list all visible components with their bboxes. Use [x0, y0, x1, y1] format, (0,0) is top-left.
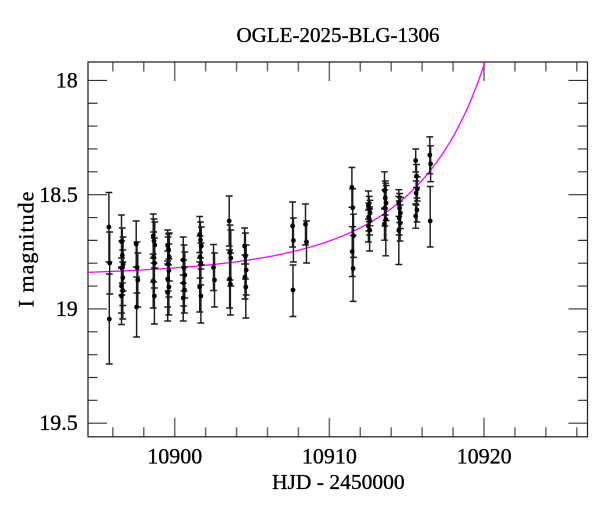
- svg-text:HJD - 2450000: HJD - 2450000: [272, 470, 405, 494]
- svg-text:19: 19: [56, 296, 78, 321]
- svg-text:10920: 10920: [457, 443, 512, 468]
- svg-text:18: 18: [56, 68, 78, 93]
- svg-text:18.5: 18.5: [39, 182, 78, 207]
- svg-text:10900: 10900: [147, 443, 202, 468]
- svg-text:I magnitude: I magnitude: [14, 191, 39, 308]
- svg-text:OGLE-2025-BLG-1306: OGLE-2025-BLG-1306: [237, 23, 440, 47]
- svg-text:19.5: 19.5: [39, 410, 78, 435]
- svg-text:10910: 10910: [302, 443, 357, 468]
